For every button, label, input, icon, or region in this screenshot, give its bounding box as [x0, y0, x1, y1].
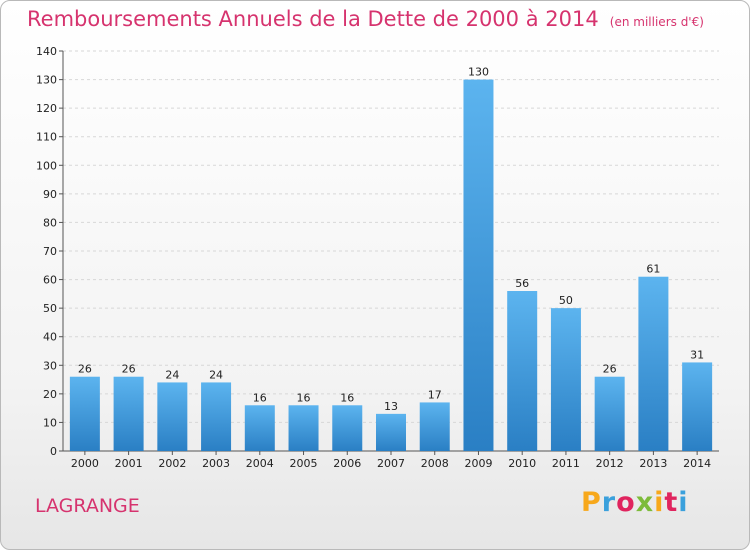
- bar: [113, 376, 144, 451]
- bar: [332, 405, 363, 451]
- x-tick-label: 2013: [639, 457, 667, 470]
- bar-value-label: 16: [340, 391, 354, 404]
- bar-value-label: 26: [603, 363, 617, 376]
- chart-title-text: Remboursements Annuels de la Dette de 20…: [27, 7, 599, 31]
- y-tick-label: 40: [43, 331, 57, 344]
- labels: 26 2000 26 2001 24 2002 24 2003 16 2004 16 2005 16 20…: [71, 66, 711, 470]
- x-tick-label: 2006: [333, 457, 361, 470]
- bar-value-label: 31: [690, 348, 704, 361]
- y-tick-label: 0: [50, 445, 57, 458]
- bar: [594, 376, 625, 451]
- y-tick-label: 50: [43, 302, 57, 315]
- bar-value-label: 130: [468, 66, 489, 79]
- x-tick-label: 2011: [552, 457, 580, 470]
- y-tick-label: 100: [36, 159, 57, 172]
- x-tick-label: 2008: [421, 457, 449, 470]
- x-tick-label: 2004: [246, 457, 274, 470]
- bar-value-label: 24: [165, 368, 179, 381]
- bar: [550, 308, 581, 451]
- bar: [69, 376, 100, 451]
- logo-letter: i: [678, 487, 689, 518]
- bar: [638, 276, 669, 451]
- bar: [201, 382, 232, 451]
- x-tick-label: 2000: [71, 457, 99, 470]
- logo-letter: r: [601, 487, 617, 518]
- logo-letter: x: [635, 487, 655, 518]
- bar: [244, 405, 275, 451]
- chart-unit-text: (en milliers d'€): [609, 15, 704, 29]
- logo-letter: t: [664, 487, 679, 518]
- y-tick-label: 110: [36, 131, 57, 144]
- bar: [463, 79, 494, 452]
- chart-title: Remboursements Annuels de la Dette de 20…: [27, 7, 704, 31]
- bar: [288, 405, 319, 451]
- x-tick-label: 2014: [683, 457, 711, 470]
- y-tick-label: 60: [43, 274, 57, 287]
- bar-value-label: 17: [428, 388, 442, 401]
- x-tick-label: 2012: [596, 457, 624, 470]
- bar-value-label: 26: [122, 363, 136, 376]
- commune-name: LAGRANGE: [35, 495, 140, 517]
- y-tick-label: 10: [43, 416, 57, 429]
- x-tick-label: 2001: [115, 457, 143, 470]
- x-tick-label: 2003: [202, 457, 230, 470]
- bar: [376, 413, 406, 451]
- bar: [507, 291, 538, 451]
- y-tick-label: 90: [43, 188, 57, 201]
- y-tick-label: 30: [43, 359, 57, 372]
- x-tick-label: 2010: [508, 457, 536, 470]
- logo-letter: P: [581, 487, 602, 518]
- y-tick-label: 20: [43, 388, 57, 401]
- bar-value-label: 61: [646, 263, 660, 276]
- logo-letter: i: [654, 487, 665, 518]
- proxiti-logo: Proxiti: [581, 487, 689, 518]
- bar-value-label: 56: [515, 277, 529, 290]
- x-tick-label: 2007: [377, 457, 405, 470]
- bar-value-label: 26: [78, 363, 92, 376]
- y-tick-label: 140: [36, 45, 57, 58]
- bars: [69, 79, 713, 452]
- bar-value-label: 13: [384, 400, 398, 413]
- y-tick-label: 130: [36, 74, 57, 87]
- y-tick-label: 80: [43, 216, 57, 229]
- x-tick-label: 2002: [158, 457, 186, 470]
- bar-value-label: 50: [559, 294, 573, 307]
- y-tick-label: 70: [43, 245, 57, 258]
- logo-letter: o: [616, 487, 636, 518]
- bar-value-label: 16: [297, 391, 311, 404]
- bar-value-label: 24: [209, 368, 223, 381]
- bar: [682, 362, 713, 451]
- bar: [157, 382, 188, 451]
- bar: [419, 402, 450, 451]
- axes: 0 10 20 30 40 50 60 70 80 90 100 110 120 130 140: [36, 45, 719, 458]
- y-tick-label: 120: [36, 102, 57, 115]
- x-tick-label: 2005: [290, 457, 318, 470]
- x-tick-label: 2009: [464, 457, 492, 470]
- bar-value-label: 16: [253, 391, 267, 404]
